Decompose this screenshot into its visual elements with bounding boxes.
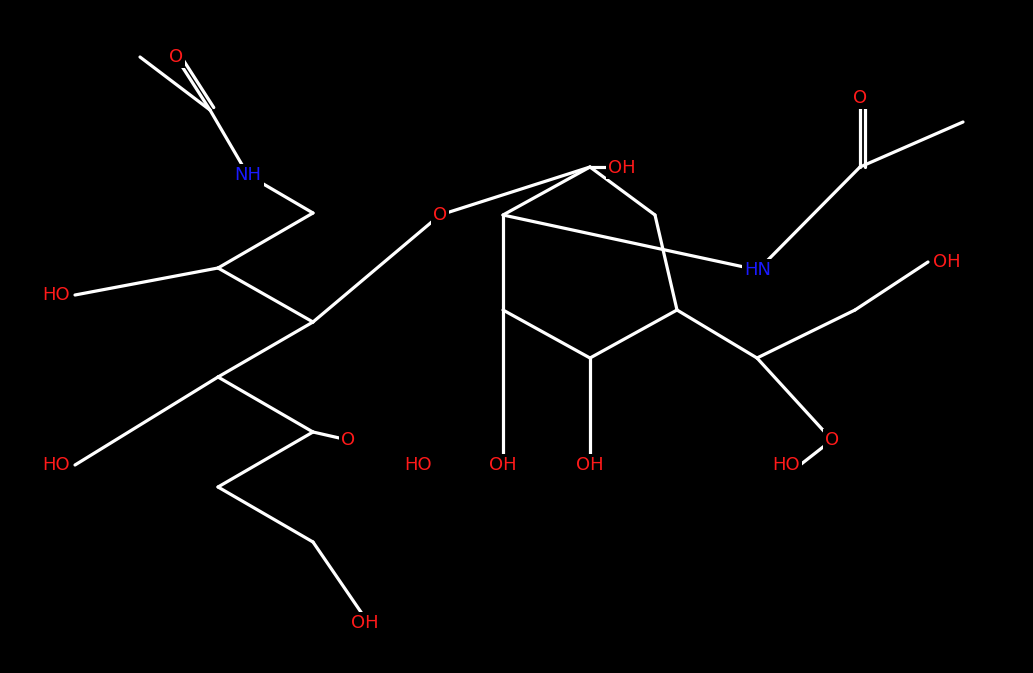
Text: OH: OH	[576, 456, 604, 474]
Text: HN: HN	[745, 261, 772, 279]
Text: HO: HO	[773, 456, 800, 474]
Text: HO: HO	[42, 456, 70, 474]
Text: O: O	[825, 431, 839, 449]
Text: O: O	[853, 89, 867, 107]
Text: O: O	[433, 206, 447, 224]
Text: OH: OH	[351, 614, 379, 632]
Text: OH: OH	[608, 159, 635, 177]
Text: OH: OH	[933, 253, 961, 271]
Text: HO: HO	[404, 456, 432, 474]
Text: HO: HO	[42, 286, 70, 304]
Text: OH: OH	[490, 456, 516, 474]
Text: O: O	[341, 431, 355, 449]
Text: O: O	[169, 48, 183, 66]
Text: NH: NH	[234, 166, 261, 184]
